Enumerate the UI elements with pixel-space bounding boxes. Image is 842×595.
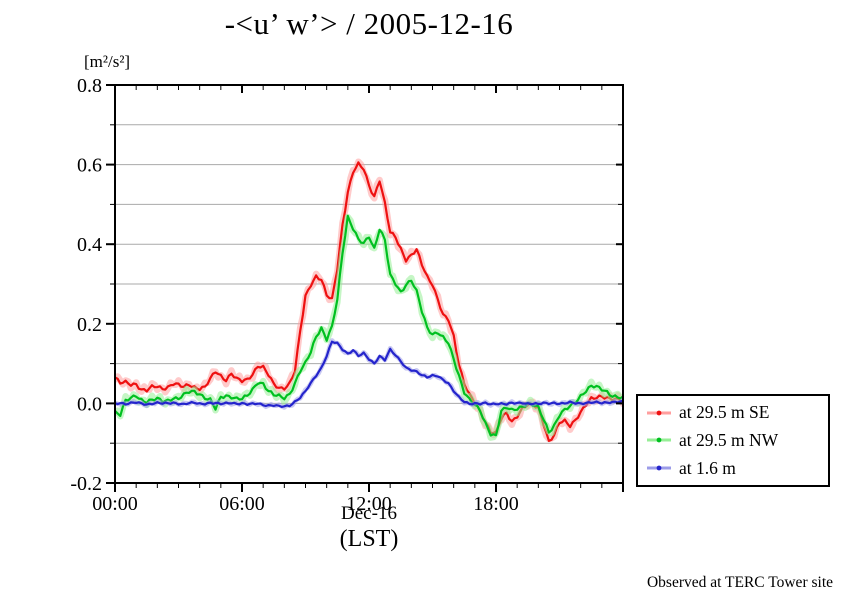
series-halo-2 [115, 338, 623, 410]
y-tick-label: -0.2 [70, 473, 102, 495]
chart-title: -<u’ w’> / 2005-12-16 [224, 6, 514, 41]
legend-item-1: at 29.5 m NW [646, 430, 828, 451]
legend-item-2: at 1.6 m [646, 458, 828, 479]
y-tick-label: 0.8 [77, 75, 102, 97]
series-line-2 [115, 340, 623, 408]
y-tick-label: 0.4 [77, 234, 102, 256]
x-tick-label: 12:00 [346, 493, 392, 515]
axes-frame [106, 84, 624, 492]
legend-line-marker-icon [647, 438, 671, 443]
footer-observed-site: Observed at TERC Tower site [646, 574, 833, 591]
y-tick-label: 0.6 [77, 155, 102, 177]
x-tick-label: 06:00 [219, 493, 265, 515]
series-line-1 [115, 214, 623, 437]
x-tick-label: 18:00 [473, 493, 519, 515]
legend-line-marker-icon [647, 465, 671, 471]
series-halo-0 [115, 158, 623, 443]
tick-labels: -0.2 0.0 0.2 0.4 0.6 0.8 00:00 06:00 12:00 18:00 [70, 75, 518, 515]
y-tick-label: 0.0 [77, 393, 102, 415]
x-axis-date-label: Dec-16 [341, 503, 397, 524]
y-axis-unit-label: [m²/s²] [84, 52, 131, 71]
legend-item-0: at 29.5 m SE [646, 402, 828, 423]
y-tick-label: 0.2 [77, 314, 102, 336]
legend: at 29.5 m SE at 29.5 m NW at 1.6 m [636, 394, 830, 487]
legend-item-label: at 29.5 m NW [679, 429, 779, 450]
legend-item-label: at 1.6 m [679, 457, 736, 478]
legend-line-marker-icon [647, 410, 671, 416]
x-axis-timezone-label: (LST) [339, 526, 399, 552]
x-tick-label: 00:00 [92, 493, 138, 515]
legend-item-label: at 29.5 m SE [679, 402, 770, 423]
footer-annotations: Observed at TERC Tower site Created Auto… [393, 533, 833, 595]
